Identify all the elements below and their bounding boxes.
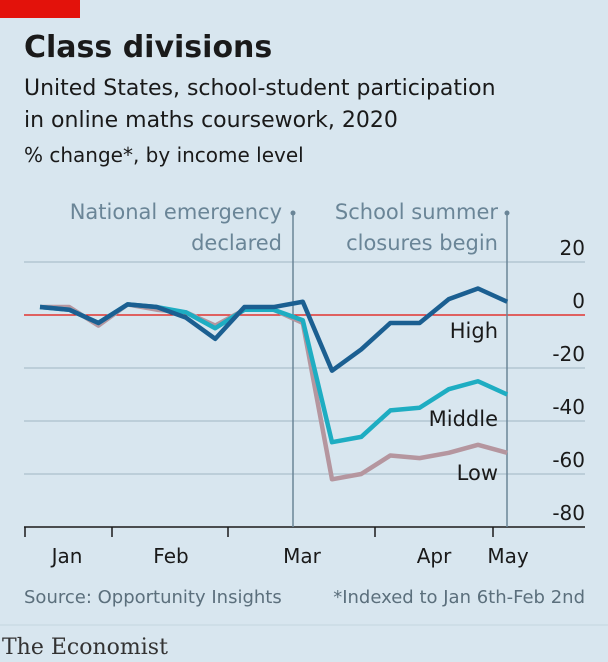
annotation-dot [290, 210, 296, 216]
subtitle: United States, school-student participat… [24, 76, 496, 101]
footnote: *Indexed to Jan 6th-Feb 2nd [333, 587, 585, 608]
annotation: National emergency [70, 200, 282, 224]
x-tick-label: Apr [417, 544, 452, 568]
y-tick-label: -20 [552, 342, 585, 366]
unit-label: % change*, by income level [24, 143, 304, 167]
chart-title: Class divisions [24, 30, 272, 65]
series-label: Low [457, 461, 498, 485]
red-tag [0, 0, 80, 18]
y-tick-label: -60 [552, 448, 585, 472]
y-tick-label: 0 [572, 289, 585, 313]
x-tick-label: Mar [283, 544, 322, 568]
subtitle: in online maths coursework, 2020 [24, 108, 398, 133]
source: Source: Opportunity Insights [24, 587, 282, 608]
annotation-dot [504, 210, 510, 216]
y-tick-label: 20 [560, 236, 585, 260]
annotation: closures begin [346, 231, 498, 255]
x-tick-label: Jan [50, 544, 83, 568]
x-tick-label: Feb [153, 544, 188, 568]
annotation: School summer [335, 200, 498, 224]
y-tick-label: -40 [552, 395, 585, 419]
brand: The Economist [2, 635, 168, 660]
line [39, 286, 509, 373]
annotation: declared [191, 231, 282, 255]
x-tick-label: May [487, 544, 529, 568]
series-label: Middle [429, 407, 498, 431]
series-label: High [450, 319, 498, 343]
y-tick-label: -80 [552, 501, 585, 525]
